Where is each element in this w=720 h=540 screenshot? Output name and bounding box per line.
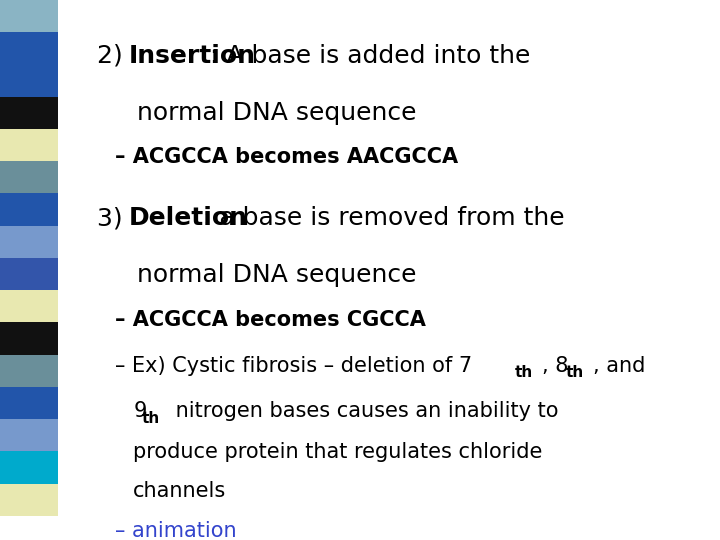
Text: th: th	[515, 365, 533, 380]
Text: : a base is removed from the: : a base is removed from the	[203, 206, 564, 231]
Text: 2): 2)	[97, 44, 131, 68]
Bar	[0, 64, 58, 97]
Text: 9: 9	[133, 401, 147, 421]
Bar	[0, 226, 58, 258]
Bar	[0, 387, 58, 419]
Text: channels: channels	[133, 481, 227, 501]
Bar	[0, 419, 58, 451]
Text: produce protein that regulates chloride: produce protein that regulates chloride	[133, 442, 543, 462]
Text: normal DNA sequence: normal DNA sequence	[137, 100, 416, 125]
Bar	[0, 193, 58, 226]
Text: – ACGCCA becomes AACGCCA: – ACGCCA becomes AACGCCA	[115, 147, 459, 167]
Text: : A base is added into the: : A base is added into the	[210, 44, 531, 68]
Text: Insertion: Insertion	[129, 44, 256, 68]
Text: , 8: , 8	[542, 356, 569, 376]
Text: – animation: – animation	[115, 521, 237, 540]
Bar	[0, 129, 58, 161]
Text: 3): 3)	[97, 206, 131, 231]
Text: th: th	[566, 365, 584, 380]
Bar	[0, 290, 58, 322]
Text: normal DNA sequence: normal DNA sequence	[137, 263, 416, 287]
Text: – Ex) Cystic fibrosis – deletion of 7: – Ex) Cystic fibrosis – deletion of 7	[115, 356, 472, 376]
Bar	[0, 451, 58, 484]
Text: , and: , and	[593, 356, 646, 376]
Bar	[0, 97, 58, 129]
Text: Deletion: Deletion	[129, 206, 248, 231]
Bar	[0, 484, 58, 516]
Text: th: th	[142, 410, 160, 426]
Text: nitrogen bases causes an inability to: nitrogen bases causes an inability to	[169, 401, 559, 421]
Bar	[0, 355, 58, 387]
Bar	[0, 258, 58, 290]
Text: – ACGCCA becomes CGCCA: – ACGCCA becomes CGCCA	[115, 309, 426, 329]
Bar	[0, 0, 58, 32]
Bar	[0, 32, 58, 64]
Bar	[0, 322, 58, 355]
Bar	[0, 161, 58, 193]
